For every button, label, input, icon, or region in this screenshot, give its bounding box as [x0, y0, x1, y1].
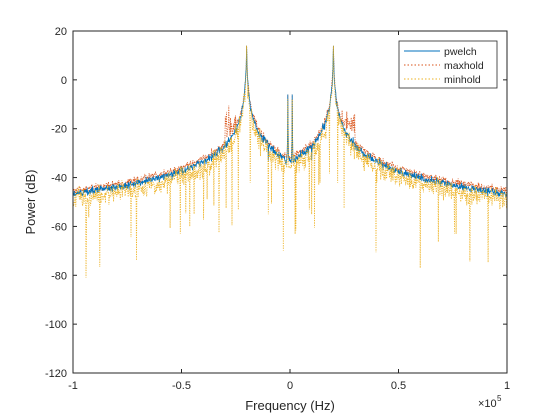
- y-axis-label: Power (dB): [23, 169, 38, 234]
- legend-entry-pwelch: pwelch: [404, 46, 477, 58]
- x-tick-label: 1: [504, 380, 510, 392]
- y-tick-label: -120: [45, 368, 67, 380]
- legend: pwelch maxhold minhold: [398, 40, 498, 89]
- series-line-maxhold: [73, 45, 507, 196]
- y-tick-label: 20: [55, 26, 67, 38]
- series-layer: [73, 45, 507, 278]
- legend-label-maxhold: maxhold: [444, 60, 484, 72]
- series-line-pwelch: [73, 45, 507, 198]
- x-axis-label: Frequency (Hz): [245, 398, 335, 413]
- y-tick-label: -20: [51, 124, 67, 136]
- y-axis: 20 0 -20 -40 -60 -80 -100 -120: [45, 26, 507, 380]
- legend-label-minhold: minhold: [444, 74, 481, 86]
- legend-entry-maxhold: maxhold: [404, 60, 484, 72]
- x-exponent-power: 5: [497, 394, 502, 403]
- x-exponent: ×10 5: [478, 394, 502, 410]
- legend-label-pwelch: pwelch: [444, 46, 477, 58]
- x-tick-label: 0.5: [391, 380, 406, 392]
- y-tick-label: -60: [51, 221, 67, 233]
- x-tick-label: -0.5: [172, 380, 191, 392]
- x-exponent-base: ×10: [478, 398, 497, 410]
- y-tick-label: 0: [61, 75, 67, 87]
- legend-entry-minhold: minhold: [404, 74, 481, 86]
- x-tick-label: 0: [287, 380, 293, 392]
- x-axis: -1 -0.5 0 0.5 1: [68, 31, 510, 392]
- plot-area: [73, 45, 507, 278]
- series-line-minhold: [73, 45, 507, 278]
- x-tick-label: -1: [68, 380, 78, 392]
- y-tick-label: -80: [51, 270, 67, 282]
- y-tick-label: -100: [45, 319, 67, 331]
- y-tick-label: -40: [51, 173, 67, 185]
